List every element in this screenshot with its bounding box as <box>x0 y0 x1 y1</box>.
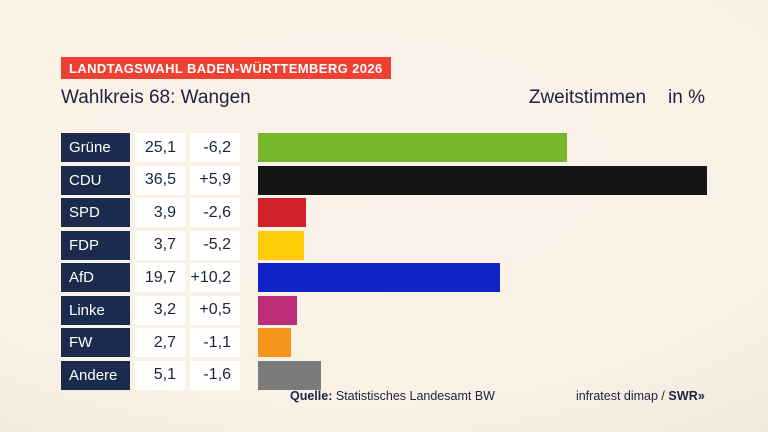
result-bar <box>258 230 304 260</box>
value-cell: 19,7 <box>135 263 185 292</box>
party-label: SPD <box>61 198 130 227</box>
result-bar <box>258 263 501 292</box>
table-row: FDP 3,7 -5,2 <box>61 230 751 260</box>
party-label: FDP <box>61 230 130 260</box>
results-bar-table: Grüne 25,1 -6,2 CDU 36,5 +5,9 SPD 3,9 -2,6 FDP 3,7… <box>61 133 751 393</box>
change-cell: -1,6 <box>190 360 240 390</box>
table-row: FW 2,7 -1,1 <box>61 328 751 357</box>
change-cell: -5,2 <box>190 230 240 260</box>
value-cell: 36,5 <box>135 165 185 195</box>
change-cell: -1,1 <box>190 328 240 357</box>
result-bar <box>258 295 298 325</box>
credit-text: infratest dimap / <box>575 389 665 403</box>
change-cell: +10,2 <box>190 263 240 292</box>
credit-note: infratest dimap / SWR» <box>576 389 705 403</box>
result-bar <box>258 133 567 162</box>
table-row: Linke 3,2 +0,5 <box>61 295 751 325</box>
chevrons-icon: » <box>697 389 705 403</box>
table-row: SPD 3,9 -2,6 <box>61 198 751 227</box>
value-cell: 25,1 <box>135 133 185 162</box>
table-row: Andere 5,1 -1,6 <box>61 360 751 390</box>
change-cell: -6,2 <box>190 133 240 162</box>
party-label: CDU <box>61 165 130 195</box>
value-cell: 3,2 <box>135 295 185 325</box>
result-bar <box>258 328 292 357</box>
result-bar <box>258 360 321 390</box>
party-label: Grüne <box>61 133 130 162</box>
source-text: Statistisches Landesamt BW <box>335 389 495 403</box>
party-label: FW <box>61 328 130 357</box>
page-title: Wahlkreis 68: Wangen <box>61 87 251 108</box>
result-bar <box>258 198 306 227</box>
table-row: Grüne 25,1 -6,2 <box>61 133 751 162</box>
party-label: AfD <box>61 263 130 292</box>
source-note: Quelle: Statistisches Landesamt BW <box>290 389 495 403</box>
change-cell: +5,9 <box>190 165 240 195</box>
value-type-label: Zweitstimmen <box>528 87 647 108</box>
swr-logo: SWR» <box>668 389 705 403</box>
table-row: CDU 36,5 +5,9 <box>61 165 751 195</box>
value-cell: 3,7 <box>135 230 185 260</box>
value-cell: 2,7 <box>135 328 185 357</box>
value-cell: 5,1 <box>135 360 185 390</box>
value-cell: 3,9 <box>135 198 185 227</box>
change-cell: +0,5 <box>190 295 240 325</box>
unit-label: in % <box>668 87 705 108</box>
party-label: Linke <box>61 295 130 325</box>
footer: Quelle: Statistisches Landesamt BW infra… <box>0 389 768 409</box>
table-row: AfD 19,7 +10,2 <box>61 263 751 292</box>
change-cell: -2,6 <box>190 198 240 227</box>
election-badge: LANDTAGSWAHL BADEN-WÜRTTEMBERG 2026 <box>61 57 391 79</box>
measure-labels: Zweitstimmen in % <box>529 87 705 109</box>
party-label: Andere <box>61 360 130 390</box>
source-label: Quelle: <box>290 389 333 403</box>
result-bar <box>258 165 707 195</box>
